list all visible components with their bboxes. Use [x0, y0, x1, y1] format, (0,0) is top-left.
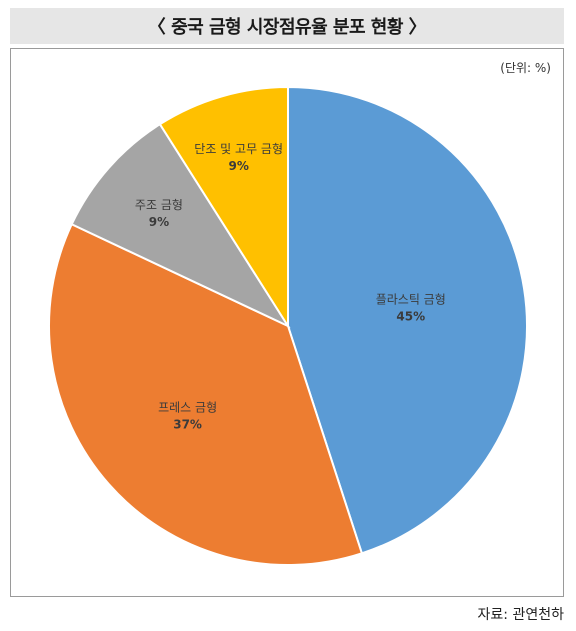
pie-slice-0: [287, 85, 528, 555]
slice-value-1: 37%: [173, 418, 202, 432]
pie-chart: 플라스틱 금형 45% 프레스 금형 37% 주조 금형 9% 단조 및 고무 금형 9%: [48, 85, 528, 566]
pie-slice-2: [70, 122, 291, 329]
chart-title: 〈 중국 금형 시장점유율 분포 현황 〉: [147, 17, 427, 38]
chart-frame: (단위: %) 플라스틱 금형 45% 프레스 금형 37% 주조 금형 9% 단조 및 고…: [10, 48, 564, 597]
slice-label-3: 단조 및 고무 금형: [194, 142, 283, 156]
chart-title-bar: 〈 중국 금형 시장점유율 분포 현황 〉: [10, 8, 564, 44]
slice-label-1: 프레스 금형: [158, 401, 217, 415]
pie-slice-1: [48, 222, 364, 566]
slice-label-0: 플라스틱 금형: [376, 293, 446, 307]
slice-label-2: 주조 금형: [135, 198, 183, 212]
slice-value-0: 45%: [396, 310, 425, 324]
slice-value-3: 9%: [228, 159, 248, 173]
unit-label: (단위: %): [500, 61, 551, 75]
slice-value-2: 9%: [149, 215, 169, 229]
pie-slice-3: [158, 85, 289, 330]
source-note: 자료: 관연천하: [477, 607, 564, 623]
